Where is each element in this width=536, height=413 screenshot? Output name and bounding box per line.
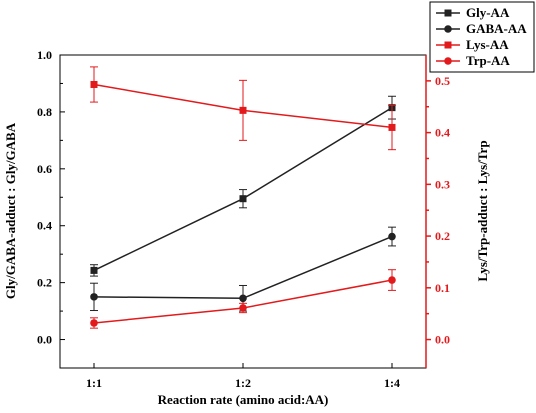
x-tick-label: 1:1 [86,376,102,390]
legend-gly-aa-label: Gly-AA [466,5,510,20]
lys-aa-point [90,80,98,88]
y-left-tick-label: 0.8 [37,105,52,119]
lys-aa-point [239,106,247,114]
y-right-tick-label: 0.3 [435,177,450,191]
y-right-tick-label: 0.0 [435,333,450,347]
trp-aa-point [388,276,396,284]
y-right-tick-label: 0.5 [435,74,450,88]
legend-gaba-aa-label: GABA-AA [466,21,527,36]
lys-aa-point [388,123,396,131]
legend-lys-aa-marker [444,41,452,49]
trp-aa-point [90,319,98,327]
x-tick-label: 1:2 [235,376,251,390]
y-axis-right-title: Lys/Trp-adduct : Lys/Trp [475,140,490,281]
legend-trp-aa-marker [444,57,452,65]
y-left-tick-label: 0.4 [37,219,52,233]
legend-gly-aa-marker [444,9,452,17]
legend-gaba-aa-marker [444,25,452,33]
legend-lys-aa-label: Lys-AA [466,37,509,52]
y-left-tick-label: 0.6 [37,162,52,176]
x-tick-label: 1:4 [384,376,400,390]
y-right-tick-label: 0.4 [435,126,450,140]
gly-aa-point [239,195,247,203]
gaba-aa-point [388,232,396,241]
legend-trp-aa-label: Trp-AA [466,53,510,68]
y-left-tick-label: 0.2 [37,276,52,290]
gaba-aa-point [90,293,98,301]
x-axis-title: Reaction rate (amino acid:AA) [158,392,329,407]
gly-aa-point [90,266,98,274]
y-right-tick-label: 0.1 [435,281,450,295]
y-left-tick-label: 1.0 [37,48,52,62]
trp-aa-point [239,304,247,312]
gaba-aa-point [239,294,247,303]
y-axis-left-title: Gly/GABA-adduct : Gly/GABA [3,122,18,299]
y-left-tick-label: 0.0 [37,333,52,347]
y-right-tick-label: 0.2 [435,229,450,243]
